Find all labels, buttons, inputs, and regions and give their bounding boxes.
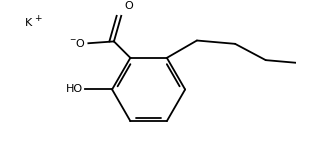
Text: HO: HO	[66, 85, 83, 94]
Text: +: +	[33, 14, 41, 23]
Text: $^{-}$O: $^{-}$O	[69, 37, 86, 49]
Text: O: O	[124, 1, 133, 11]
Text: K: K	[24, 18, 32, 28]
